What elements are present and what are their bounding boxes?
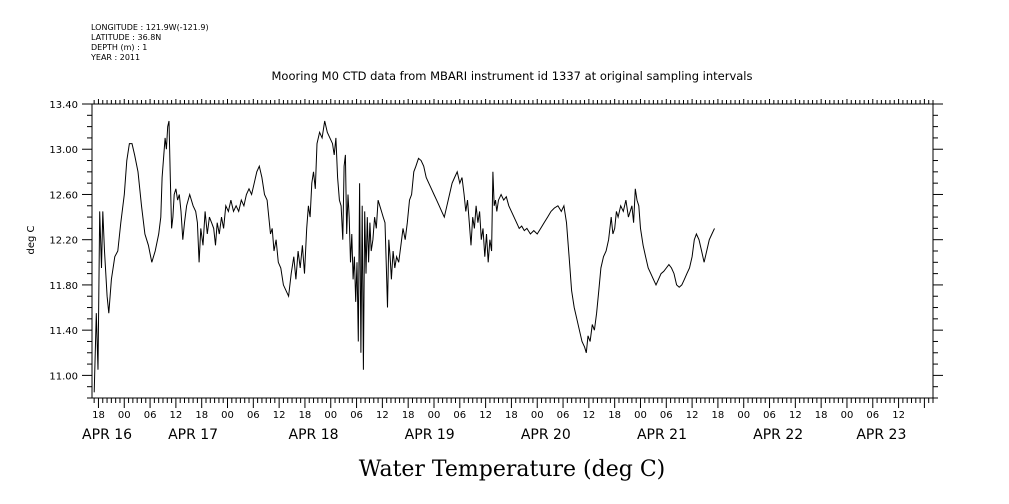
y-tick-label: 11.00 <box>49 371 78 382</box>
x-hour-label: 06 <box>866 410 879 421</box>
x-hour-label: 12 <box>376 410 389 421</box>
x-axis: 18 00 06 12 18 00 06 12 18 00 06 12 18 00 06 12 18 00 06 12… <box>82 99 934 443</box>
plot-area <box>91 103 934 399</box>
x-hour-label: 18 <box>195 410 208 421</box>
x-hour-label: 18 <box>815 410 828 421</box>
y-axis-label: deg C <box>26 225 37 254</box>
x-hour-label: 00 <box>737 410 750 421</box>
y-tick-label: 12.60 <box>49 190 78 201</box>
x-date-label: APR 23 <box>856 427 906 443</box>
x-hour-label: 00 <box>118 410 131 421</box>
y-tick-label: 12.20 <box>49 236 78 247</box>
header-longitude: LONGITUDE : 121.9W(-121.9) <box>91 23 209 32</box>
x-hour-label: 00 <box>428 410 441 421</box>
x-hour-label: 00 <box>531 410 544 421</box>
x-hour-label: 12 <box>582 410 595 421</box>
x-date-label: APR 19 <box>405 427 455 443</box>
x-date-label: APR 20 <box>521 427 571 443</box>
x-hour-label: 12 <box>789 410 802 421</box>
plot-frame <box>91 103 934 399</box>
x-hour-label: 00 <box>634 410 647 421</box>
x-hour-label: 18 <box>299 410 312 421</box>
x-hour-label: 12 <box>479 410 492 421</box>
x-date-label: APR 16 <box>82 427 132 443</box>
x-date-label: APR 21 <box>637 427 687 443</box>
x-date-label: APR 18 <box>289 427 339 443</box>
x-hour-label: 06 <box>247 410 260 421</box>
series-line-0 <box>93 120 715 393</box>
x-hour-label: 12 <box>273 410 286 421</box>
header-depth: DEPTH (m) : 1 <box>91 43 147 52</box>
y-axis: 11.00 11.40 11.80 12.20 12.60 13.00 13.40 <box>49 100 943 399</box>
x-axis-label: Water Temperature (deg C) <box>359 457 666 482</box>
x-hour-label: 06 <box>557 410 570 421</box>
x-hour-label: 18 <box>402 410 415 421</box>
x-hour-label: 12 <box>686 410 699 421</box>
x-date-label: APR 17 <box>168 427 218 443</box>
x-hour-label: 18 <box>712 410 725 421</box>
x-hour-label: 18 <box>608 410 621 421</box>
x-hour-label: 00 <box>221 410 234 421</box>
y-tick-label: 13.00 <box>49 145 78 156</box>
x-date-label: APR 22 <box>753 427 803 443</box>
x-hour-label: 18 <box>505 410 518 421</box>
x-hour-label: 06 <box>144 410 157 421</box>
x-hour-label: 06 <box>763 410 776 421</box>
y-tick-label: 13.40 <box>49 100 78 111</box>
x-hour-label: 12 <box>892 410 905 421</box>
x-hour-label: 18 <box>92 410 105 421</box>
y-tick-label: 11.40 <box>49 326 78 337</box>
header-latitude: LATITUDE : 36.8N <box>91 33 161 42</box>
header-year: YEAR : 2011 <box>90 53 140 62</box>
chart-title: Mooring M0 CTD data from MBARI instrumen… <box>272 69 753 83</box>
header-block: LONGITUDE : 121.9W(-121.9) LATITUDE : 36… <box>90 23 209 62</box>
y-tick-label: 11.80 <box>49 281 78 292</box>
x-hour-label: 06 <box>660 410 673 421</box>
x-hour-label: 06 <box>350 410 363 421</box>
x-hour-label: 06 <box>453 410 466 421</box>
x-hour-label: 12 <box>170 410 183 421</box>
x-hour-label: 00 <box>324 410 337 421</box>
x-hour-label: 00 <box>841 410 854 421</box>
